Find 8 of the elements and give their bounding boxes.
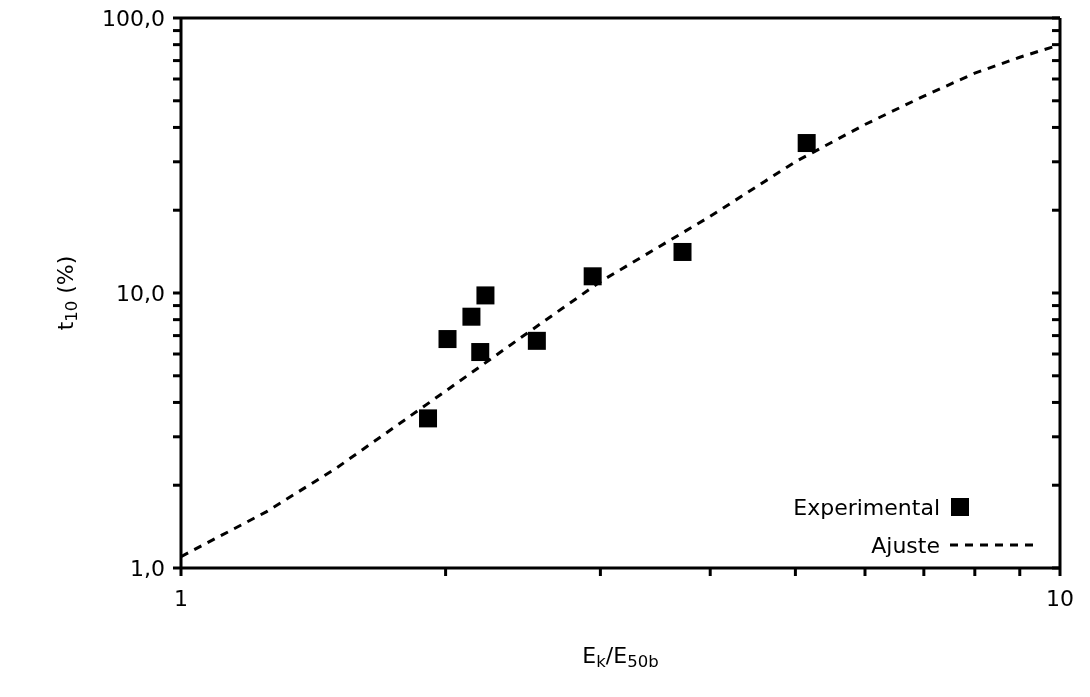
legend-label: Ajuste <box>871 532 940 558</box>
legend-label: Experimental <box>793 494 940 520</box>
y-tick-label: 100,0 <box>102 5 165 31</box>
x-tick-label: 10 <box>1046 585 1074 611</box>
y-tick-label: 10,0 <box>116 280 165 306</box>
x-tick-label: 1 <box>174 585 188 611</box>
y-tick-label: 1,0 <box>130 555 165 581</box>
x-axis-title: E$_{k}$/E$_{50b}$ <box>582 643 659 672</box>
